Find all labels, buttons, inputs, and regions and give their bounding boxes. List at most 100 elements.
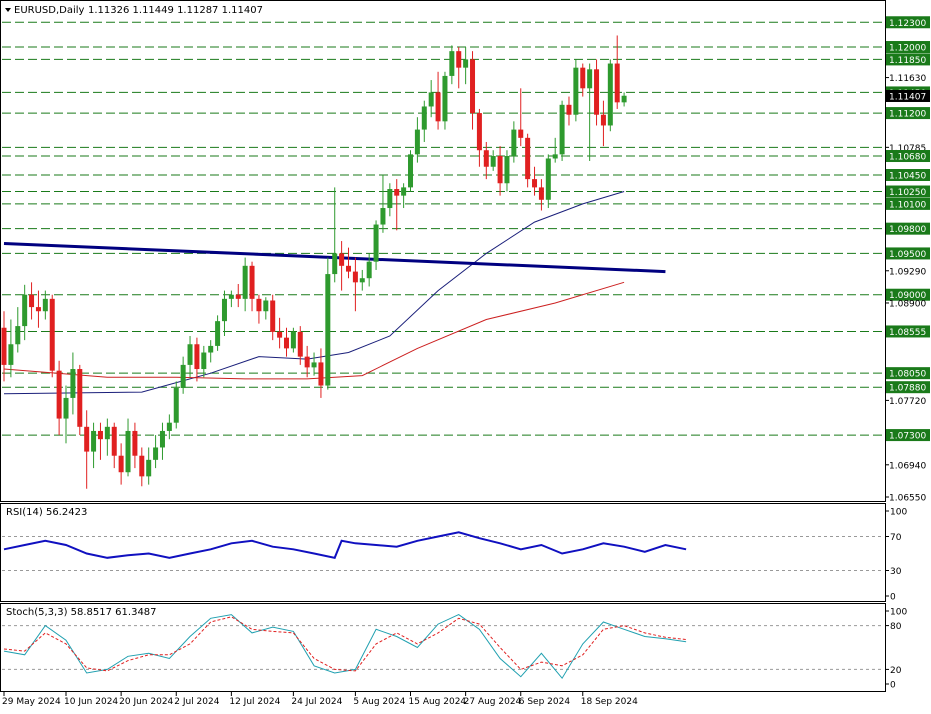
candle-body [545,158,551,200]
candle-body [587,69,593,89]
symbol-menu-icon[interactable] [5,8,11,12]
candle-body [408,154,414,188]
rsi-panel-frame [0,503,886,602]
candle-28 [194,337,200,382]
candle-body [277,331,283,338]
candle-body [339,253,345,266]
price-tag-label-11: 1.09800 [889,225,926,235]
candle-80 [552,137,558,163]
candle-76 [525,133,531,188]
candle-body [435,92,441,122]
moving-averages [3,191,625,395]
candle-body [35,307,41,312]
price-tick-label-6: 1.10785 [889,144,926,154]
candle-body [346,265,351,272]
candle-57 [394,179,400,231]
candle-body [63,397,69,419]
price-tag-label-5: 1.11200 [889,110,926,120]
candle-body [318,362,324,386]
price-tag-bg-16 [886,325,930,338]
candle-body [77,369,83,427]
candle-65 [449,45,455,85]
candle-body [449,51,455,76]
candle-body [359,278,365,283]
candle-body [366,261,372,279]
candle-body [394,189,400,196]
price-tag-label-12: 1.09500 [889,250,926,260]
candle-86 [594,59,600,126]
candle-24 [166,414,172,440]
candle-67 [463,47,469,85]
candle-14 [97,422,103,460]
candle-body [153,447,159,460]
candle-body [118,455,124,473]
candle-59 [408,150,414,192]
candle-54 [373,220,379,270]
candle-85 [587,63,593,161]
price-tag-bg-20 [886,429,930,442]
candle-90 [621,92,627,107]
candle-body [215,321,221,346]
candle-10 [70,352,76,415]
price-tick-label-19: 1.07720 [889,397,926,407]
price-tick-label-22: 1.06550 [889,494,926,504]
candle-body [504,156,510,184]
candle-35 [242,257,248,312]
stoch-series-1 [3,616,687,672]
candle-body [621,95,627,103]
candle-15 [104,418,110,456]
candle-26 [180,356,186,394]
candle-48 [332,187,338,283]
stoch-tick-label-1: 80 [890,622,902,632]
price-tag-bg-12 [886,247,930,260]
price-axis: 1.123001.120001.118501.116301.114501.112… [885,16,930,504]
candle-body [311,362,317,368]
candle-body [580,67,586,89]
candle-74 [511,121,517,163]
candle-body [49,298,55,371]
candle-53 [366,253,372,287]
candle-body [297,331,303,357]
candle-body [304,356,310,368]
candle-46 [318,348,324,398]
candle-11 [77,364,83,436]
candle-66 [456,47,462,89]
candle-82 [566,96,572,126]
candle-body [125,430,131,473]
candle-body [263,300,269,312]
candle-body [1,327,7,365]
candle-body [380,208,386,225]
candle-body [559,104,565,155]
candle-body [84,426,90,452]
price-tag-bg-1 [886,41,930,54]
candle-body [283,337,289,349]
stoch-tick-label-0: 100 [890,608,907,618]
candle-60 [414,117,420,163]
time-tick-label-1: 10 Jun 2024 [64,697,118,707]
stoch-indicator: 100 80 20 0 [2,608,907,691]
price-tag-bg-17 [886,367,930,380]
candle-4 [29,282,35,320]
candle-body [600,114,606,126]
price-tag-label-2: 1.11850 [889,56,926,66]
ohlc-readout: 1.11326 1.11449 1.11287 1.11407 [88,5,263,16]
candle-6 [42,290,48,320]
price-tag-bg-5 [886,107,930,120]
candle-body [456,51,462,68]
candle-16 [111,422,117,469]
candle-body [538,187,544,200]
candle-body [614,63,620,103]
rsi-indicator: 100 70 30 0 [2,508,907,603]
rsi-tick-label-0: 100 [890,508,907,518]
candle-body [91,430,97,452]
candle-77 [532,166,538,196]
stoch-series-0 [3,614,687,680]
candle-body [352,271,358,283]
candle-5 [35,290,41,328]
candle-12 [84,410,90,489]
candle-42 [290,327,296,353]
candle-body [270,300,276,332]
candle-body [463,59,469,68]
